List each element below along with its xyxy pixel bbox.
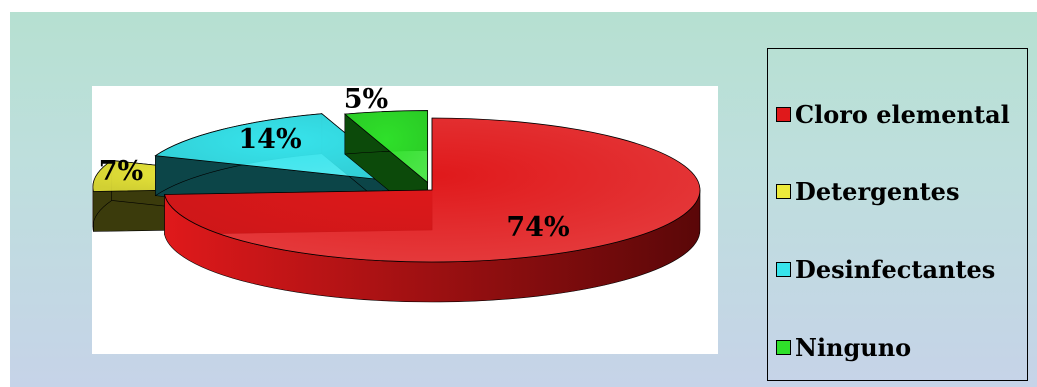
legend: Cloro elemental Detergentes Desinfectant… xyxy=(767,48,1028,381)
legend-label-ninguno: Ninguno xyxy=(795,332,912,362)
data-label-desinfectantes: 14% xyxy=(238,124,301,155)
slice-cloro-elemental xyxy=(164,117,701,263)
legend-item-detergentes: Detergentes xyxy=(776,174,959,208)
legend-swatch-detergentes xyxy=(776,183,791,199)
slice-desinfectantes xyxy=(154,113,406,183)
data-label-ninguno: 5% xyxy=(344,84,388,115)
legend-item-ninguno: Ninguno xyxy=(776,330,911,364)
legend-swatch-cloro-elemental xyxy=(776,106,791,122)
data-label-detergentes: 7% xyxy=(99,156,143,187)
legend-item-desinfectantes: Desinfectantes xyxy=(776,252,995,286)
slice-ninguno xyxy=(343,110,429,184)
legend-label-cloro-elemental: Cloro elemental xyxy=(795,99,1010,129)
data-label-cloro-elemental: 74% xyxy=(506,212,569,243)
legend-item-cloro-elemental: Cloro elemental xyxy=(776,97,1010,131)
legend-label-desinfectantes: Desinfectantes xyxy=(795,254,996,284)
legend-swatch-ninguno xyxy=(776,339,791,355)
legend-swatch-desinfectantes xyxy=(776,261,791,277)
legend-label-detergentes: Detergentes xyxy=(795,176,960,206)
